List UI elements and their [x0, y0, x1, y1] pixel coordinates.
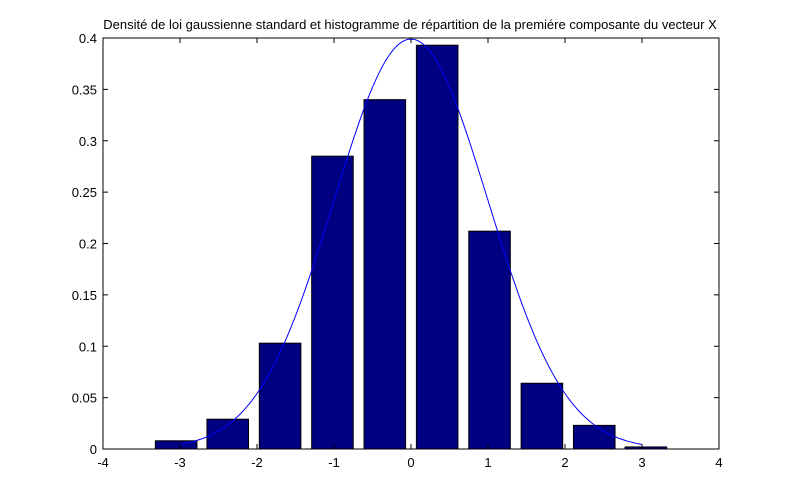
x-tick-label: 1 — [484, 455, 491, 470]
histogram-bar — [363, 99, 407, 450]
x-tick-label: -3 — [174, 455, 186, 470]
histogram-bar — [572, 424, 616, 450]
x-tick-label: 0 — [407, 455, 414, 470]
y-tick-label: 0.05 — [72, 391, 97, 406]
histogram-bar — [468, 230, 511, 450]
x-tick-label: 3 — [638, 455, 645, 470]
histogram-bar — [258, 342, 302, 450]
histogram-bar — [520, 382, 564, 450]
x-tick-label: -4 — [97, 455, 109, 470]
chart-title: Densité de loi gaussienne standard et hi… — [103, 17, 717, 32]
x-tick-label: -2 — [251, 455, 263, 470]
histogram-bar — [311, 155, 354, 450]
y-tick-label: 0.1 — [79, 339, 97, 354]
y-tick-label: 0.35 — [72, 82, 97, 97]
y-axis-ticks: 0 0.05 0.1 0.15 0.2 0.25 0.3 0.35 0.4 — [72, 31, 719, 457]
y-tick-label: 0.3 — [79, 134, 97, 149]
bars-group — [154, 44, 668, 450]
x-tick-label: 2 — [561, 455, 568, 470]
x-axis-ticks: -4 -3 -2 -1 0 1 2 3 4 — [97, 38, 723, 470]
y-tick-label: 0.4 — [79, 31, 97, 46]
y-tick-label: 0.2 — [79, 237, 97, 252]
y-tick-label: 0.25 — [72, 185, 97, 200]
histogram-bar — [415, 44, 459, 450]
histogram-bar — [206, 418, 250, 450]
y-tick-label: 0 — [90, 442, 97, 457]
plot-area — [103, 38, 719, 449]
x-tick-label: 4 — [715, 455, 722, 470]
x-tick-label: -1 — [328, 455, 340, 470]
y-tick-label: 0.15 — [72, 288, 97, 303]
